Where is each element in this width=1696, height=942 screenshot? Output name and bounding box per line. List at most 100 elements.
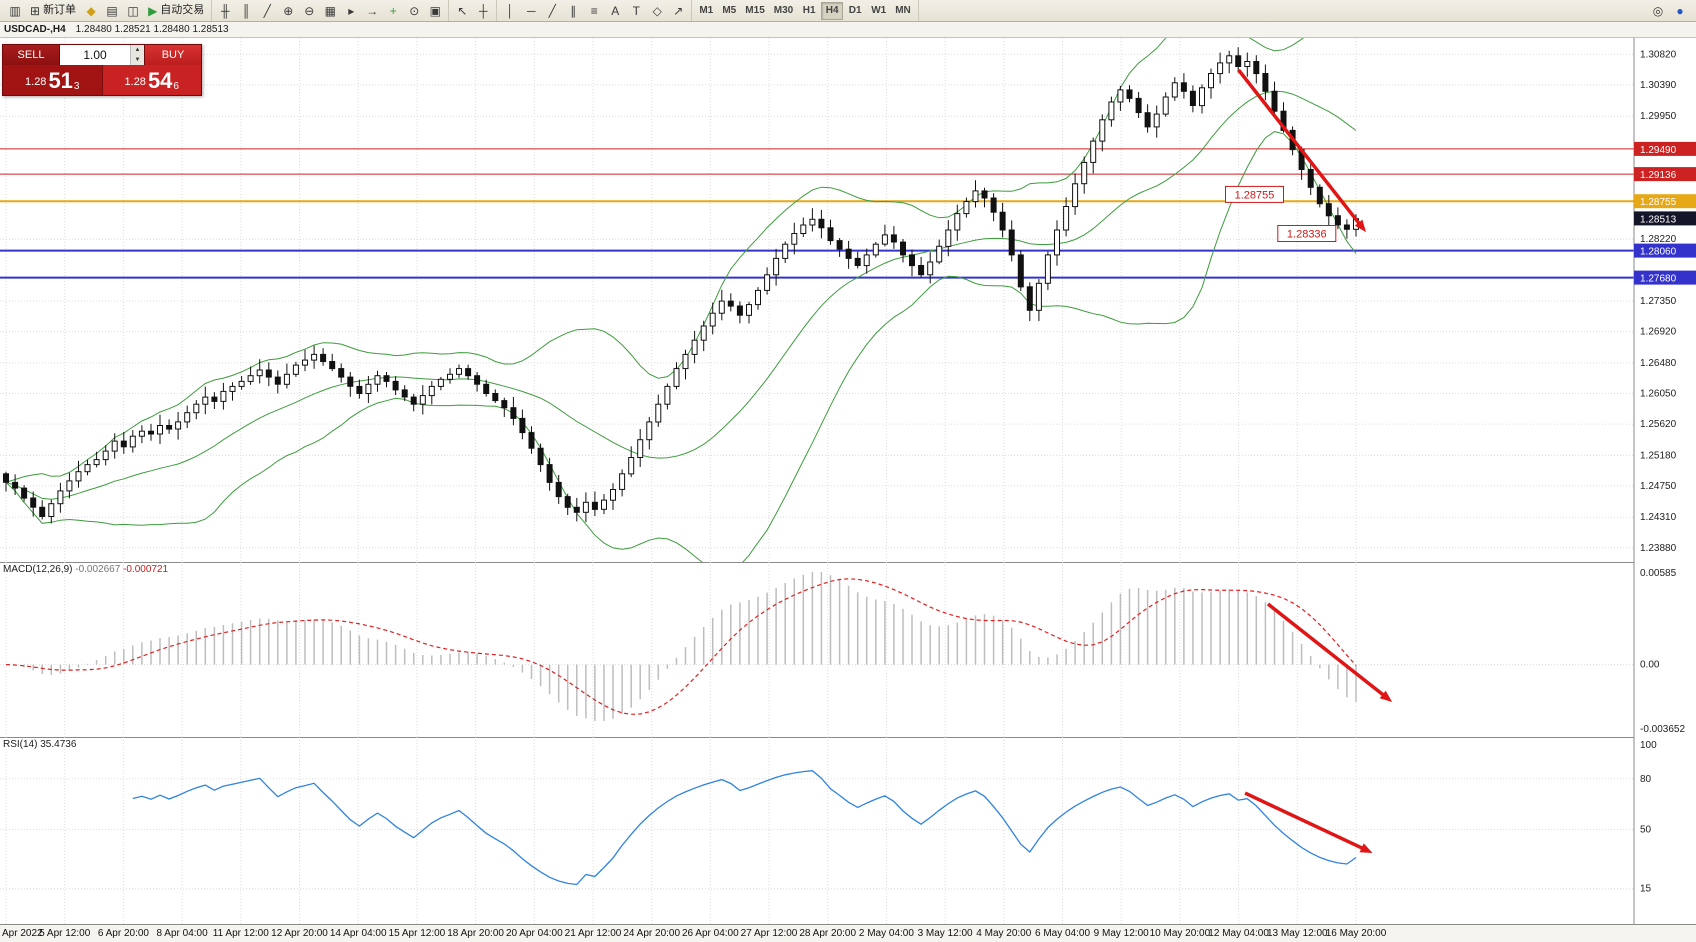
- price-axis-label: 1.25180: [1640, 450, 1677, 461]
- channel-icon: ∥: [570, 3, 577, 18]
- crosshair-icon[interactable]: ┼: [473, 2, 493, 20]
- bar-chart-icon[interactable]: ║: [236, 2, 256, 20]
- auto-scroll-icon[interactable]: ▸: [341, 2, 361, 20]
- chart-symbol-title: USDCAD-,H4: [4, 24, 66, 35]
- data-window-icon[interactable]: ◫: [123, 2, 143, 20]
- time-axis-label: 14 Apr 04:00: [329, 928, 387, 939]
- vertical-line-icon: │: [506, 3, 515, 18]
- rsi-label: RSI(14): [3, 739, 38, 750]
- vertical-line-icon[interactable]: │: [500, 2, 520, 20]
- price-callout[interactable]: 1.28336: [1277, 225, 1337, 242]
- fibonacci-icon[interactable]: ≡: [584, 2, 604, 20]
- text-icon[interactable]: A: [605, 2, 625, 20]
- cursor-icon[interactable]: ↖: [452, 2, 472, 20]
- data-window-icon: ◫: [127, 3, 139, 18]
- arrow-tool-icon[interactable]: ↗: [668, 2, 688, 20]
- indicators-icon[interactable]: +: [383, 2, 403, 20]
- chart-caption-bar: USDCAD-,H4 1.28480 1.28521 1.28480 1.285…: [0, 22, 1696, 38]
- svg-text:1.29490: 1.29490: [1640, 145, 1677, 156]
- buy-price-display[interactable]: 1.28 54 6: [102, 65, 201, 95]
- timeframe-h1[interactable]: H1: [798, 2, 820, 20]
- draw-group: │ ─ ╱ ∥ ≡ A T ◇ ↗: [497, 0, 693, 21]
- timeframe-d1[interactable]: D1: [844, 2, 866, 20]
- crosshair-icon: ┼: [479, 3, 488, 18]
- favorites-icon[interactable]: ◆: [81, 2, 101, 20]
- price-axis-label: 1.24310: [1640, 512, 1677, 523]
- timeframe-m5[interactable]: M5: [718, 2, 740, 20]
- volume-down-button[interactable]: ▼: [131, 55, 144, 65]
- rsi-line: [132, 770, 1357, 886]
- timeframe-m30[interactable]: M30: [770, 2, 797, 20]
- timeframe-m1[interactable]: M1: [695, 2, 717, 20]
- main-chart-canvas[interactable]: 1.30820 1.30390 1.29950 1.28220 1.27350 1.269…: [0, 38, 1696, 562]
- sell-button[interactable]: SELL: [3, 45, 59, 65]
- price-axis-label: 1.29950: [1640, 111, 1677, 122]
- candlestick-chart-icon[interactable]: ╫: [215, 2, 235, 20]
- market-watch-icon: ▤: [106, 3, 118, 18]
- line-chart-icon[interactable]: ╱: [257, 2, 277, 20]
- channel-icon[interactable]: ∥: [563, 2, 583, 20]
- volume-input[interactable]: 1.00: [83, 48, 107, 62]
- macd-canvas[interactable]: 0.00585 0.00 -0.003652: [0, 562, 1696, 737]
- templates-icon[interactable]: ▣: [425, 2, 445, 20]
- quick-help-icon[interactable]: ●: [1670, 2, 1690, 20]
- trendline-icon[interactable]: ╱: [542, 2, 562, 20]
- chart-ohlc-values: 1.28480 1.28521 1.28480 1.28513: [75, 24, 229, 35]
- price-axis-label: 1.23880: [1640, 543, 1677, 554]
- trend-arrow[interactable]: [1266, 602, 1393, 702]
- timeframe-h4[interactable]: H4: [821, 1, 844, 20]
- sell-price-display[interactable]: 1.28 51 3: [3, 65, 103, 95]
- time-axis-label: 13 May 12:00: [1266, 928, 1328, 939]
- macd-signal-line: [5, 578, 1357, 715]
- time-axis-label: 5 Apr 12:00: [39, 928, 91, 939]
- new-order-button: ⊞: [30, 3, 41, 18]
- zoom-in-icon: ⊕: [283, 3, 294, 18]
- rsi-axis-label: 15: [1640, 884, 1652, 895]
- volume-box: 1.00 ▲ ▼: [59, 45, 145, 65]
- shapes-icon[interactable]: ◇: [647, 2, 667, 20]
- timeframe-mn[interactable]: MN: [891, 2, 915, 20]
- charts-grid-icon[interactable]: ▥: [5, 2, 25, 20]
- price-axis-tag: 1.27680: [1634, 270, 1696, 285]
- line-chart-icon: ╱: [263, 3, 271, 18]
- timeframe-group: M1 M5 M15 M30 H1 H4 D1 W1 MN: [692, 0, 919, 21]
- periods-icon[interactable]: ⊙: [404, 2, 424, 20]
- buy-button[interactable]: BUY: [145, 45, 201, 65]
- price-axis-label: 1.26050: [1640, 389, 1677, 400]
- tile-windows-icon[interactable]: ▦: [320, 2, 340, 20]
- macd-axis-zero: 0.00: [1640, 660, 1660, 671]
- horizontal-line-icon[interactable]: ─: [521, 2, 541, 20]
- svg-text:1.28513: 1.28513: [1640, 214, 1677, 225]
- svg-text:1.27680: 1.27680: [1640, 274, 1677, 285]
- timeframe-w1[interactable]: W1: [867, 2, 890, 20]
- trend-arrow[interactable]: [1244, 791, 1373, 853]
- price-axis-tag: 1.29490: [1634, 141, 1696, 156]
- rsi-value: 35.4736: [40, 739, 77, 750]
- rsi-canvas[interactable]: 100 80 50 15: [0, 737, 1696, 924]
- macd-value-signal: -0.000721: [123, 564, 169, 575]
- time-axis-label: 11 Apr 12:00: [212, 928, 269, 939]
- cursor-group: ↖ ┼: [449, 0, 498, 21]
- sell-price-big: 51: [48, 68, 73, 93]
- bollinger-upper: [5, 38, 1304, 483]
- volume-up-button[interactable]: ▲: [131, 45, 144, 55]
- chart-shift-icon[interactable]: →: [362, 2, 382, 20]
- price-callout[interactable]: 1.28755: [1225, 185, 1284, 203]
- arrow-tool-icon: ↗: [673, 3, 684, 18]
- new-order-button[interactable]: ⊞ 新订单: [26, 2, 80, 20]
- market-watch-icon[interactable]: ▤: [102, 2, 122, 20]
- timeframe-m15[interactable]: M15: [741, 2, 768, 20]
- favorites-icon: ◆: [86, 3, 96, 18]
- time-axis-label: 24 Apr 20:00: [623, 928, 681, 939]
- zoom-out-icon[interactable]: ⊖: [299, 2, 319, 20]
- time-axis[interactable]: Apr 2022 5 Apr 12:00 6 Apr 20:00 8 Apr 04:0…: [0, 924, 1696, 942]
- label-icon[interactable]: T: [626, 2, 646, 20]
- fibonacci-icon: ≡: [590, 3, 598, 18]
- zoom-in-icon[interactable]: ⊕: [278, 2, 298, 20]
- search-icon[interactable]: ◎: [1648, 2, 1668, 20]
- horizontal-line-icon: ─: [527, 3, 536, 18]
- file-group: ▥ ⊞ 新订单 ◆ ▤ ◫ ▶ 自动交易: [2, 0, 213, 21]
- autotrade-button[interactable]: ▶ 自动交易: [144, 2, 208, 20]
- price-axis-label: 1.30390: [1640, 80, 1677, 91]
- trend-arrow[interactable]: [1237, 68, 1367, 233]
